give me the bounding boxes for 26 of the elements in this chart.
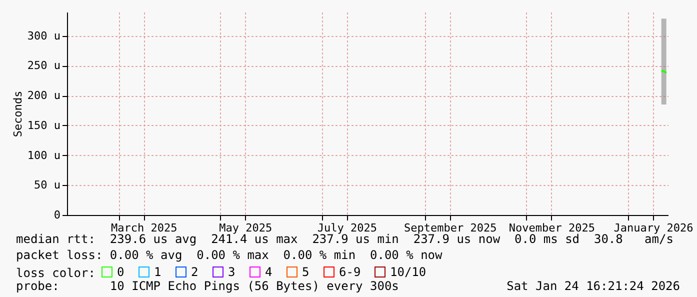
x-tick-label: July 2025 xyxy=(317,222,377,234)
y-tick-label: 300 u xyxy=(27,29,60,42)
legend-title: loss color: xyxy=(16,266,96,280)
y-axis-title: Seconds xyxy=(11,90,24,138)
x-tick-label: September 2025 xyxy=(404,222,497,234)
y-tick-label: 250 u xyxy=(27,59,60,72)
y-tick-label: 150 u xyxy=(27,118,60,132)
text: packet loss: 0.00 % avg 0.00 % max 0.00 % min 0.00 % now xyxy=(16,248,444,262)
legend-label: 10/10 xyxy=(390,265,426,279)
legend-label: 1 xyxy=(154,265,162,279)
y-tick-label: 100 u xyxy=(27,148,60,162)
text: Sat Jan 24 16:21:24 2026 xyxy=(506,279,680,293)
x-tick-label: November 2025 xyxy=(508,222,596,234)
y-tick-label: 0 xyxy=(54,208,60,222)
legend-label: 0 xyxy=(117,265,124,279)
x-tick-label: March 2025 xyxy=(110,222,178,234)
legend-label: 5 xyxy=(302,265,310,279)
legend-label: 4 xyxy=(265,265,272,279)
legend-label: 3 xyxy=(228,265,236,279)
x-tick-label: January 2026 xyxy=(614,222,694,234)
legend-label: 2 xyxy=(191,265,198,279)
text: probe: 10 ICMP Echo Pings (56 Bytes) every 300s xyxy=(16,279,399,293)
y-tick-label: 50 u xyxy=(34,178,60,192)
y-tick-label: 200 u xyxy=(27,89,60,102)
x-tick-label: May 2025 xyxy=(219,222,272,234)
legend-label: 6-9 xyxy=(339,265,361,279)
